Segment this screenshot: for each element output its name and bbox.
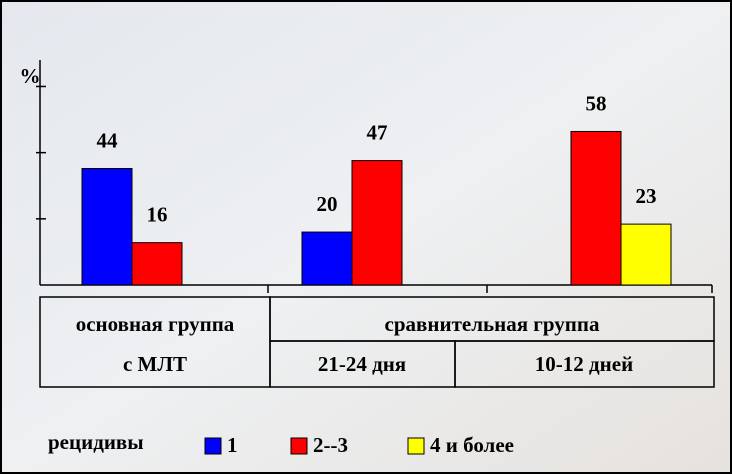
- bar: [571, 131, 621, 285]
- group-label: основная группа: [76, 312, 235, 336]
- legend-swatch: [205, 438, 221, 454]
- page: % основная группа с МЛТ сравнительная гр…: [0, 0, 732, 474]
- value-label: 44: [97, 128, 119, 152]
- bar: [621, 224, 671, 285]
- legend-label: 4 и более: [430, 433, 514, 457]
- subgroup-label: 21-24 дня: [318, 352, 406, 376]
- group-label: с МЛТ: [123, 352, 187, 376]
- subgroup-label: 10-12 дней: [535, 352, 633, 376]
- value-label: 16: [147, 202, 168, 226]
- bar: [132, 243, 182, 285]
- legend-swatch: [291, 438, 307, 454]
- bar: [302, 232, 352, 285]
- bar: [352, 161, 402, 285]
- legend-label: 1: [227, 433, 238, 457]
- y-axis-label: %: [20, 64, 41, 88]
- value-label: 23: [636, 184, 657, 208]
- value-label: 58: [586, 91, 607, 115]
- group-label: сравнительная группа: [385, 312, 600, 336]
- legend-title: рецидивы: [48, 430, 144, 454]
- legend-swatch: [408, 438, 424, 454]
- bar: [82, 169, 132, 285]
- value-label: 20: [317, 192, 338, 216]
- legend-label: 2--3: [313, 433, 348, 457]
- chart: % основная группа с МЛТ сравнительная гр…: [0, 0, 732, 474]
- value-label: 47: [367, 120, 388, 144]
